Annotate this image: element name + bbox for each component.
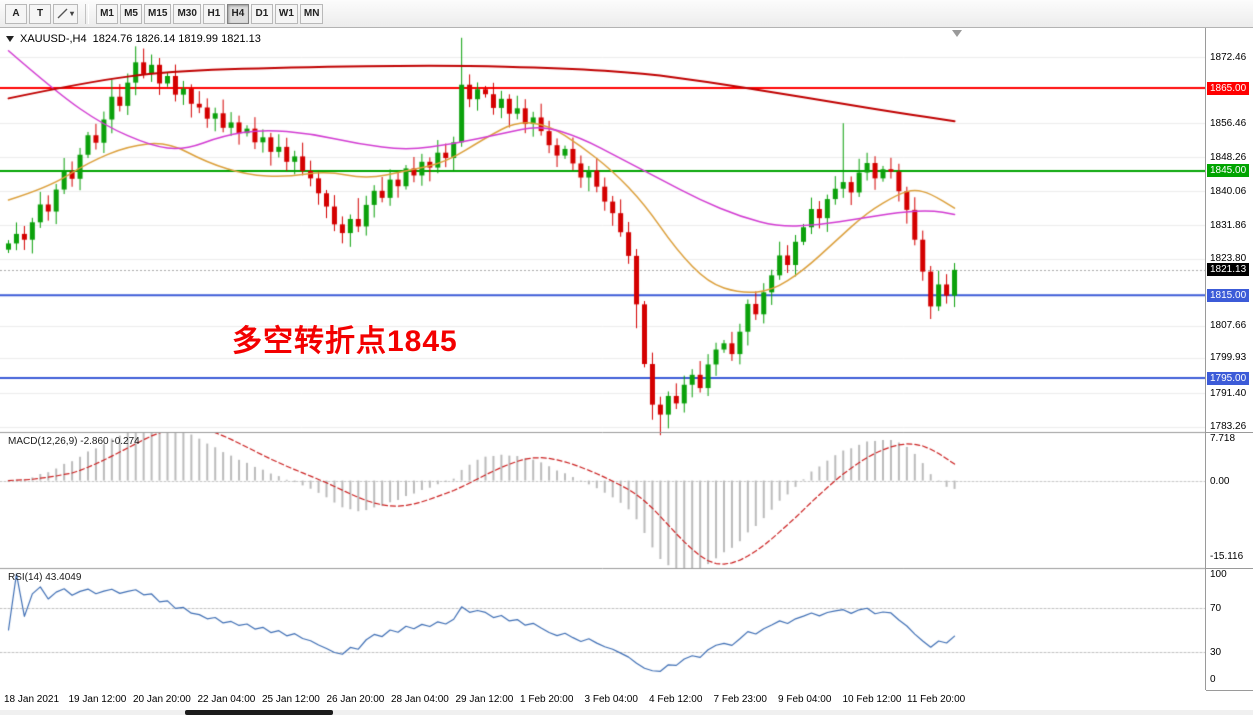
price-axis-label: 1856.46	[1210, 117, 1247, 129]
time-axis-label: 25 Jan 12:00	[262, 694, 320, 705]
price-axis-label: 1872.46	[1210, 51, 1247, 63]
time-axis-label: 3 Feb 04:00	[584, 694, 638, 705]
cursor-tool-button[interactable]: A	[5, 3, 27, 24]
time-axis-label: 26 Jan 20:00	[326, 694, 385, 705]
time-axis-label: 9 Feb 04:00	[778, 694, 832, 705]
price-level-label: 1795.00	[1207, 371, 1250, 385]
macd-axis-label: 7.718	[1210, 433, 1236, 444]
price-level-label: 1815.00	[1207, 288, 1250, 302]
timeframe-button-H1[interactable]: H1	[202, 3, 225, 24]
time-axis-label: 28 Jan 04:00	[391, 694, 449, 705]
time-axis-label: 11 Feb 20:00	[907, 694, 966, 705]
price-level-label: 1821.13	[1207, 263, 1250, 277]
pane-separator[interactable]	[1206, 432, 1253, 433]
time-axis-label: 29 Jan 12:00	[455, 694, 514, 705]
symbol-marker-icon	[6, 36, 14, 42]
rsi-axis-label: 100	[1210, 569, 1227, 580]
toolbar-separator	[85, 3, 90, 24]
price-axis[interactable]: 1872.46 1865.00 1856.46 1848.26 1845.00 1840.…	[1205, 28, 1253, 691]
macd-axis-label: -15.116	[1210, 551, 1244, 562]
pencil-icon	[57, 8, 68, 19]
timeframe-button-W1[interactable]: W1	[274, 3, 298, 24]
timeframe-button-M1[interactable]: M1	[96, 3, 119, 24]
price-axis-label: 1840.06	[1210, 185, 1247, 197]
drawing-tools-dropdown[interactable]: ▾	[53, 3, 79, 24]
timeframe-button-M30[interactable]: M30	[173, 3, 201, 24]
time-axis[interactable]: 18 Jan 2021 19 Jan 12:00 20 Jan 20:00 22 Ja…	[0, 690, 1205, 710]
time-axis-label: 1 Feb 20:00	[520, 694, 574, 705]
time-axis-label: 20 Jan 20:00	[133, 694, 191, 705]
price-axis-label: 1783.26	[1210, 421, 1247, 433]
time-axis-label: 10 Feb 12:00	[842, 694, 902, 705]
ohlc-values: 1824.76 1826.14 1819.99 1821.13	[92, 33, 261, 45]
rsi-axis-label: 30	[1210, 647, 1222, 659]
price-axis-label: 1823.80	[1210, 253, 1247, 265]
timeframe-button-D1[interactable]: D1	[250, 3, 273, 24]
timeframe-button-M5[interactable]: M5	[120, 3, 143, 24]
price-axis-label: 1799.93	[1210, 352, 1247, 364]
price-axis-label: 1831.86	[1210, 219, 1247, 231]
pane-separator[interactable]	[1206, 568, 1253, 569]
timeframe-button-M15[interactable]: M15	[144, 3, 172, 24]
bottom-edge	[0, 710, 1253, 715]
toolbar: A T ▾ M1 M5 M15 M30 H1 H4 D1 W1 MN	[0, 0, 1253, 28]
price-axis-label: 1791.40	[1210, 387, 1247, 399]
pane-separator[interactable]	[1206, 690, 1253, 691]
price-chart-canvas[interactable]	[0, 28, 1205, 710]
price-level-label: 1845.00	[1207, 164, 1250, 178]
time-axis-label: 7 Feb 23:00	[713, 694, 767, 705]
rsi-indicator-label: RSI(14) 43.4049	[8, 572, 82, 583]
macd-axis-label: 0.00	[1210, 475, 1230, 487]
rsi-axis-label: 70	[1210, 602, 1222, 614]
time-axis-label: 19 Jan 12:00	[68, 694, 127, 705]
time-axis-label: 22 Jan 04:00	[197, 694, 256, 705]
taskbar-peek	[185, 710, 333, 715]
time-axis-label: 18 Jan 2021	[4, 694, 60, 705]
chart-title: XAUUSD-,H4 1824.76 1826.14 1819.99 1821.…	[6, 33, 261, 45]
price-level-label: 1865.00	[1207, 81, 1250, 95]
time-axis-label: 4 Feb 12:00	[649, 694, 703, 705]
price-axis-label: 1848.26	[1210, 151, 1247, 163]
timeframe-group: M1 M5 M15 M30 H1 H4 D1 W1 MN	[96, 3, 324, 24]
price-axis-label: 1807.66	[1210, 320, 1247, 332]
rsi-axis-label: 0	[1210, 674, 1216, 685]
macd-indicator-label: MACD(12,26,9) -2.860 -0.274	[8, 436, 140, 447]
chart-annotation-text[interactable]: 多空转折点1845	[232, 325, 458, 358]
chart-shift-marker[interactable]	[952, 30, 962, 37]
timeframe-button-H4[interactable]: H4	[226, 3, 249, 24]
symbol-period-label: XAUUSD-,H4	[20, 33, 87, 45]
text-tool-button[interactable]: T	[29, 3, 51, 24]
timeframe-button-MN[interactable]: MN	[299, 3, 324, 24]
chevron-down-icon: ▾	[70, 9, 75, 18]
